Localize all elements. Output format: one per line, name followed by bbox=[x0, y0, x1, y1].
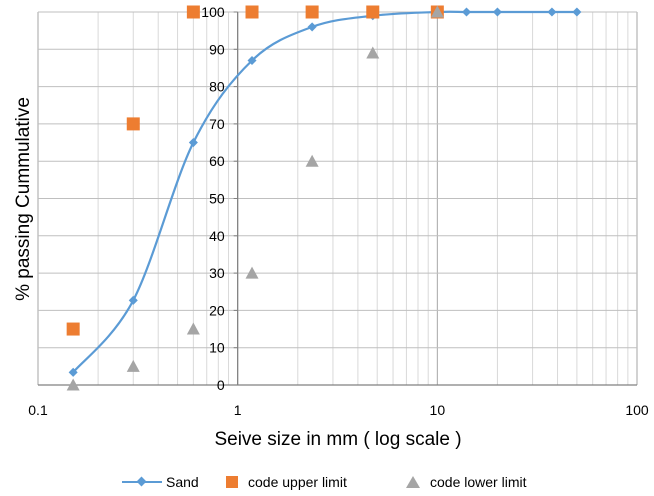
sand-data-point bbox=[247, 55, 257, 66]
y-tick-label: 100 bbox=[201, 4, 225, 20]
legend-square-marker-icon bbox=[226, 476, 238, 488]
legend-triangle-marker-icon bbox=[406, 476, 420, 488]
series-line-0 bbox=[72, 10, 577, 374]
y-tick-label: 80 bbox=[209, 79, 225, 95]
series-layer bbox=[66, 5, 582, 391]
x-axis-title: Seive size in mm ( log scale ) bbox=[214, 429, 461, 450]
y-axis-title: % passing Cummulative bbox=[13, 97, 34, 301]
upper-limit-data-point bbox=[305, 5, 319, 19]
sand-data-point bbox=[547, 7, 557, 17]
y-tick-label: 70 bbox=[209, 116, 225, 132]
sand-data-point bbox=[572, 7, 582, 17]
sand-data-point bbox=[461, 7, 472, 17]
y-tick-label: 40 bbox=[209, 228, 225, 244]
upper-limit-data-point bbox=[245, 5, 259, 19]
upper-limit-data-point bbox=[186, 5, 200, 19]
legend-label-lower-limit: code lower limit bbox=[430, 474, 527, 490]
legend-item-sand: Sand bbox=[122, 470, 199, 494]
grid bbox=[37, 11, 638, 386]
sand-data-point bbox=[492, 7, 502, 17]
upper-limit-data-point bbox=[366, 5, 380, 19]
y-tick-label: 30 bbox=[209, 265, 225, 281]
y-tick-label: 20 bbox=[209, 302, 225, 318]
lower-limit-data-point bbox=[430, 5, 444, 18]
lower-limit-data-point bbox=[186, 322, 200, 335]
y-tick-label: 50 bbox=[209, 191, 225, 207]
legend-sand-marker-icon bbox=[122, 474, 162, 490]
legend-item-upper-limit: code upper limit bbox=[226, 470, 347, 494]
chart: 0 10 20 30 40 50 60 70 80 90 100 0.1 1 10 100 Seive si… bbox=[13, 4, 649, 450]
y-tick-label: 10 bbox=[209, 340, 225, 356]
lower-limit-data-point bbox=[66, 378, 80, 391]
x-tick-label: 1 bbox=[234, 402, 242, 418]
x-tick-label: 0.1 bbox=[28, 402, 48, 418]
legend: Sand code upper limit code lower limit bbox=[0, 470, 654, 494]
upper-limit-data-point bbox=[66, 322, 80, 336]
y-tick-label: 90 bbox=[209, 41, 225, 57]
lower-limit-data-point bbox=[126, 359, 140, 372]
x-tick-label: 10 bbox=[430, 402, 446, 418]
sand-data-point bbox=[68, 367, 78, 377]
legend-label-upper-limit: code upper limit bbox=[248, 474, 347, 490]
lower-limit-data-point bbox=[305, 154, 319, 167]
lower-limit-data-point bbox=[245, 266, 259, 279]
sand-data-point bbox=[307, 22, 317, 32]
y-tick-label: 0 bbox=[217, 377, 225, 393]
axes: 0 10 20 30 40 50 60 70 80 90 100 0.1 1 10 100 bbox=[28, 4, 649, 418]
sand-data-point bbox=[128, 295, 138, 305]
legend-label-sand: Sand bbox=[166, 474, 199, 490]
y-tick-label: 60 bbox=[209, 153, 225, 169]
lower-limit-data-point bbox=[366, 46, 380, 59]
sand-data-point bbox=[188, 138, 198, 148]
legend-item-lower-limit: code lower limit bbox=[406, 470, 526, 494]
x-tick-label: 100 bbox=[625, 402, 649, 418]
upper-limit-data-point bbox=[126, 117, 140, 131]
